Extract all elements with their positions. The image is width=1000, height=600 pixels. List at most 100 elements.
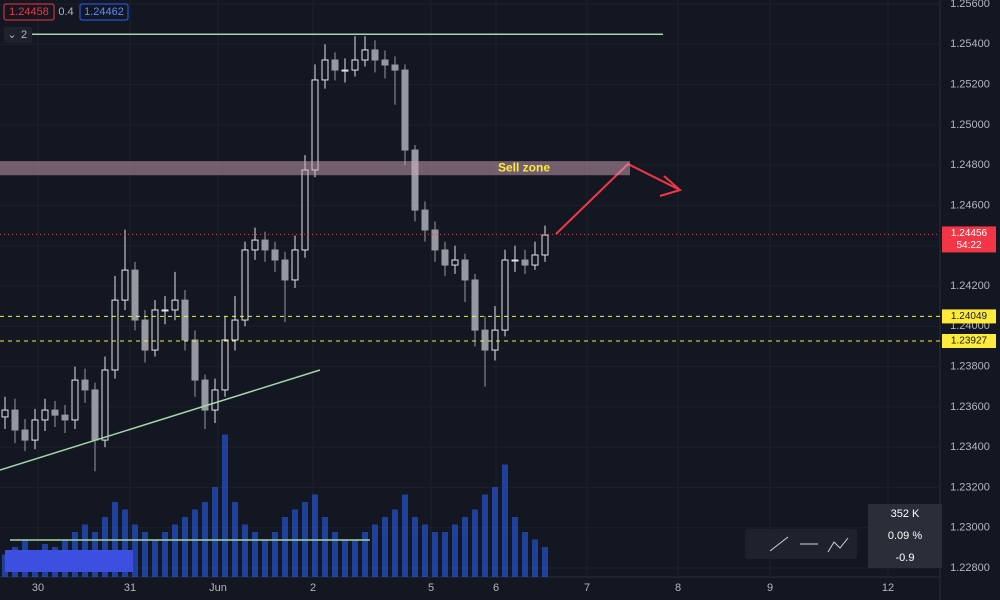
arrow-head [659, 175, 683, 197]
y-tick-label: 1.25400 [950, 38, 990, 50]
candle-body [1, 409, 9, 418]
volume-bar [532, 539, 538, 577]
y-tick-label: 1.22800 [950, 562, 990, 574]
header: 1.24458 0.4 1.24462 2 ⌄ [3, 3, 129, 43]
x-tick-label: 7 [584, 582, 590, 594]
candle-body [521, 259, 529, 266]
volume-bar [512, 517, 518, 577]
volume-bar [102, 517, 108, 577]
candle-body [201, 379, 209, 411]
volume-bar [182, 517, 188, 577]
candle-body [341, 69, 349, 72]
candle-body [171, 299, 179, 311]
candle-body [261, 239, 269, 251]
candle-body [391, 64, 399, 71]
candle-body [71, 379, 79, 421]
candle-body [491, 329, 499, 351]
candle-body [241, 249, 249, 321]
volume-bar [292, 509, 298, 577]
tool-trend[interactable] [769, 536, 789, 552]
y-tick-label: 1.24800 [950, 159, 990, 171]
candle-body [481, 329, 489, 351]
y-tick-label: 1.23600 [950, 401, 990, 413]
candle-body [381, 59, 389, 66]
candle-body [11, 409, 19, 431]
candle-body [41, 409, 49, 421]
x-tick-label: 6 [493, 582, 499, 594]
candle-body [51, 409, 59, 416]
level-tag [942, 309, 996, 324]
candle-body [541, 234, 549, 256]
volume-bar [452, 524, 458, 577]
ask: 1.24462 [84, 6, 124, 18]
candle-body [441, 249, 449, 266]
volume-bar [262, 539, 268, 577]
candle-body [141, 319, 149, 351]
candle-body [461, 259, 469, 281]
volume-bar [282, 517, 288, 577]
candle-body [221, 339, 229, 391]
indicator-count[interactable]: 2 [21, 29, 27, 41]
candle-body [271, 249, 279, 261]
y-tick-label: 1.25200 [950, 78, 990, 90]
candle-body [281, 259, 289, 281]
x-tick-label: 2 [310, 582, 316, 594]
y-tick-label: 1.24600 [950, 199, 990, 211]
candle-body [131, 269, 139, 321]
volume-bar [132, 524, 138, 577]
candle-body [371, 49, 379, 61]
volume-bar [172, 524, 178, 577]
volume-bar [352, 539, 358, 577]
chevron[interactable]: ⌄ [7, 29, 16, 41]
candle-body [501, 259, 509, 331]
sell-zone-label: Sell zone [498, 160, 550, 174]
candle-body [431, 229, 439, 251]
candle-body [101, 369, 109, 441]
volume-bar [382, 517, 388, 577]
volume-bar [372, 524, 378, 577]
toolbar: 352 K 0.09 % -0.9 [745, 504, 942, 568]
candle-body [121, 269, 129, 301]
candle-body [191, 339, 199, 381]
candle-body [511, 259, 519, 262]
candle-body [321, 59, 329, 81]
spread: 0.4 [58, 6, 73, 18]
volume-bar [322, 517, 328, 577]
x-tick-label: 31 [124, 582, 136, 594]
stat: 0.09 % [888, 530, 922, 542]
tool-path[interactable] [827, 537, 849, 553]
candle-body [301, 169, 309, 251]
volume-bar [542, 547, 548, 577]
candle-body [251, 239, 259, 251]
volume-bar [402, 494, 408, 577]
candle-body [401, 69, 409, 151]
candle-body [331, 59, 339, 71]
candle-body [91, 389, 99, 441]
y-tick-label: 1.23200 [950, 481, 990, 493]
bid: 1.24458 [9, 6, 49, 18]
countdown: 54:22 [956, 240, 981, 251]
candle-body [411, 149, 419, 211]
volume-bar [342, 539, 348, 577]
y-tick-label: 1.23000 [950, 522, 990, 534]
volume-bar [242, 524, 248, 577]
y-tick-label: 1.23800 [950, 360, 990, 372]
volume-bar [192, 509, 198, 577]
indicator-box[interactable] [4, 27, 32, 43]
candle-body [181, 299, 189, 341]
stats-box [868, 504, 942, 568]
volume-bar [162, 532, 168, 577]
y-tick-label: 1.25600 [950, 0, 990, 10]
volume-bar [502, 464, 508, 577]
level-tag-label: 1.24049 [951, 311, 988, 322]
candle-body [31, 419, 39, 441]
candle-body [231, 319, 239, 341]
volume-bar [252, 532, 258, 577]
volume-bar [462, 517, 468, 577]
level-tag [942, 333, 996, 348]
volume-bar [272, 532, 278, 577]
volume-bar [412, 517, 418, 577]
volume-bar [492, 487, 498, 577]
volume-bar [522, 532, 528, 577]
